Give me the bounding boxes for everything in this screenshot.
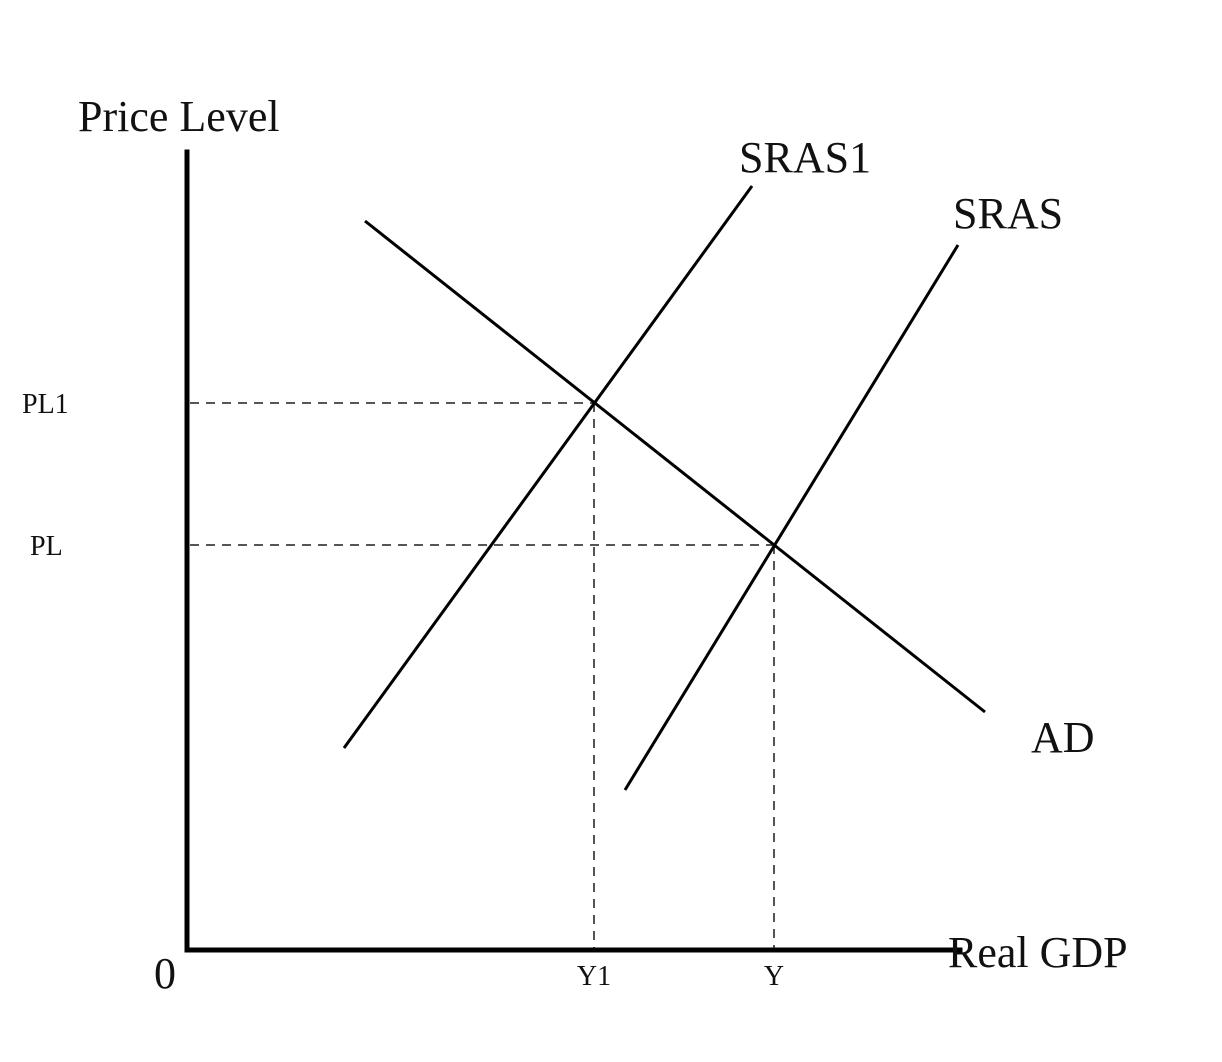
sras1-curve xyxy=(342,185,754,749)
y-axis-label: Price Level xyxy=(78,92,280,141)
pl1-label: PL1 xyxy=(22,389,69,420)
ad-label: AD xyxy=(1031,713,1095,762)
pl-label: PL xyxy=(30,531,63,562)
y1-label: Y1 xyxy=(577,961,611,992)
ad-curve xyxy=(364,219,986,714)
origin-label: 0 xyxy=(154,949,176,998)
sras1-label: SRAS1 xyxy=(739,133,871,182)
x-axis-label: Real GDP xyxy=(948,928,1128,977)
sras-label: SRAS xyxy=(953,189,1063,238)
sras-curve xyxy=(623,244,960,791)
y-label: Y xyxy=(764,961,784,992)
